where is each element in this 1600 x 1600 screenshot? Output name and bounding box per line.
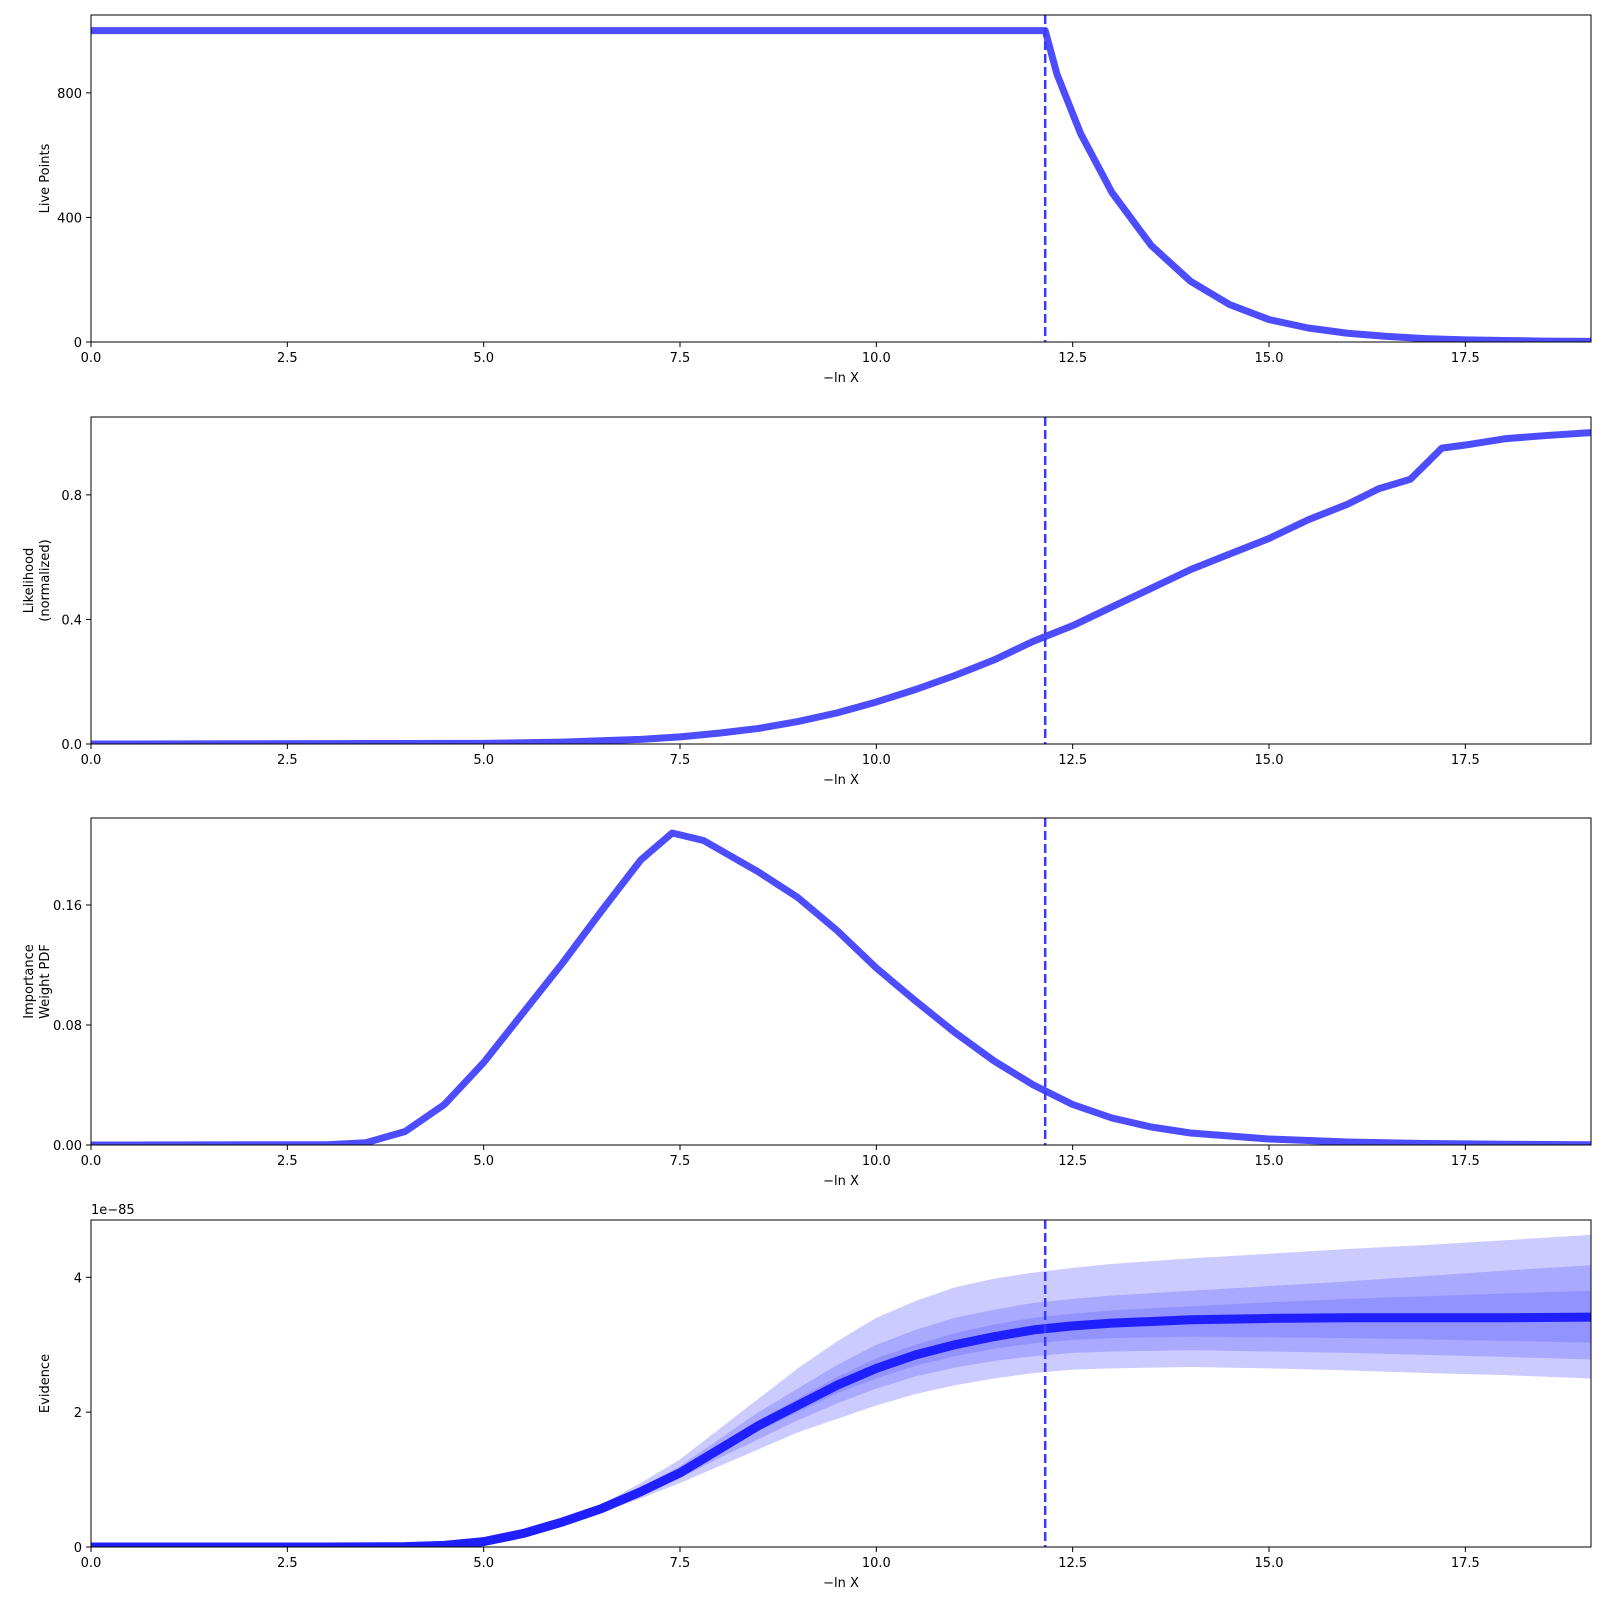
x-tick-label: 0.0 — [81, 1154, 102, 1169]
y-axis-label: Weight PDF — [38, 944, 53, 1019]
plot-area — [91, 1220, 1591, 1547]
x-tick-label: 10.0 — [862, 753, 891, 768]
y-tick-label: 800 — [57, 87, 82, 102]
y-axis-label: (normalized) — [38, 539, 53, 621]
axes-frame — [90, 817, 1592, 1146]
y-tick-label: 0 — [74, 1541, 82, 1556]
y-axis-label: Importance — [22, 944, 37, 1019]
x-axis-label: −ln X — [823, 1174, 859, 1189]
series-line-1 — [91, 27, 1591, 342]
x-tick-label: 2.5 — [277, 351, 298, 366]
x-tick-label: 17.5 — [1451, 351, 1480, 366]
x-tick-label: 0.0 — [81, 753, 102, 768]
x-tick-label: 0.0 — [81, 1556, 102, 1571]
y-tick-label: 2 — [74, 1406, 82, 1421]
x-tick-label: 12.5 — [1058, 753, 1087, 768]
y-axis-label: Live Points — [38, 143, 53, 213]
x-tick-label: 7.5 — [670, 351, 691, 366]
confidence-band-3 — [91, 1290, 1591, 1547]
panel-2: 0.0 2.5 5.0 7.5 10.0 12.5 15.0 17.5 0.0 0.4 0.8 −ln… — [22, 416, 1592, 788]
x-tick-label: 10.0 — [862, 1154, 891, 1169]
y-tick-label: 0.00 — [53, 1139, 82, 1154]
axes-frame — [90, 416, 1592, 745]
y-tick-label: 0.08 — [53, 1019, 82, 1034]
panel-3: 0.0 2.5 5.0 7.5 10.0 12.5 15.0 17.5 0.00 0.08 0.16… — [22, 817, 1592, 1189]
x-axis-label: −ln X — [823, 773, 859, 788]
y-axis-label: Evidence — [38, 1354, 53, 1413]
plot-area — [91, 15, 1591, 342]
x-tick-label: 10.0 — [862, 1556, 891, 1571]
x-tick-label: 15.0 — [1255, 1556, 1284, 1571]
x-tick-label: 17.5 — [1451, 1154, 1480, 1169]
x-axis-label: −ln X — [823, 371, 859, 386]
x-tick-label: 17.5 — [1451, 1556, 1480, 1571]
plot-area — [91, 417, 1591, 744]
series-line-1 — [91, 1312, 1591, 1547]
panel-1: 0.0 2.5 5.0 7.5 10.0 12.5 15.0 17.5 0 400 800 −ln X… — [38, 14, 1592, 386]
x-tick-label: 5.0 — [473, 753, 494, 768]
panel-4: 0.0 2.5 5.0 7.5 10.0 12.5 15.0 17.5 0 2 4 −ln X Evid… — [38, 1203, 1592, 1591]
x-tick-label: 5.0 — [473, 351, 494, 366]
x-axis-label: −ln X — [823, 1576, 859, 1591]
x-tick-label: 7.5 — [670, 1556, 691, 1571]
plot-area — [91, 818, 1591, 1145]
x-tick-label: 2.5 — [277, 1154, 298, 1169]
x-tick-label: 0.0 — [81, 351, 102, 366]
x-tick-label: 15.0 — [1255, 1154, 1284, 1169]
y-tick-label: 0.0 — [61, 738, 82, 753]
x-tick-label: 5.0 — [473, 1154, 494, 1169]
confidence-band-1 — [91, 1234, 1591, 1547]
x-tick-label: 15.0 — [1255, 753, 1284, 768]
axes-frame — [90, 1219, 1592, 1548]
series-line-1 — [91, 829, 1591, 1145]
y-tick-label: 4 — [74, 1271, 82, 1286]
confidence-band-2 — [91, 1265, 1591, 1547]
x-tick-label: 15.0 — [1255, 351, 1284, 366]
series-line-1 — [91, 429, 1591, 744]
x-tick-label: 2.5 — [277, 753, 298, 768]
x-tick-label: 7.5 — [670, 753, 691, 768]
y-tick-label: 0.16 — [53, 899, 82, 914]
x-tick-label: 10.0 — [862, 351, 891, 366]
x-tick-label: 5.0 — [473, 1556, 494, 1571]
x-tick-label: 12.5 — [1058, 1154, 1087, 1169]
y-offset-label: 1e−85 — [91, 1203, 135, 1218]
y-tick-label: 0 — [74, 336, 82, 351]
x-tick-label: 7.5 — [670, 1154, 691, 1169]
y-tick-label: 0.8 — [61, 489, 82, 504]
x-tick-label: 12.5 — [1058, 1556, 1087, 1571]
axes-frame — [90, 14, 1592, 343]
x-tick-label: 12.5 — [1058, 351, 1087, 366]
x-tick-label: 17.5 — [1451, 753, 1480, 768]
x-tick-label: 2.5 — [277, 1556, 298, 1571]
y-axis-label: Likelihood — [22, 548, 37, 614]
y-tick-label: 400 — [57, 211, 82, 226]
y-tick-label: 0.4 — [61, 613, 82, 628]
